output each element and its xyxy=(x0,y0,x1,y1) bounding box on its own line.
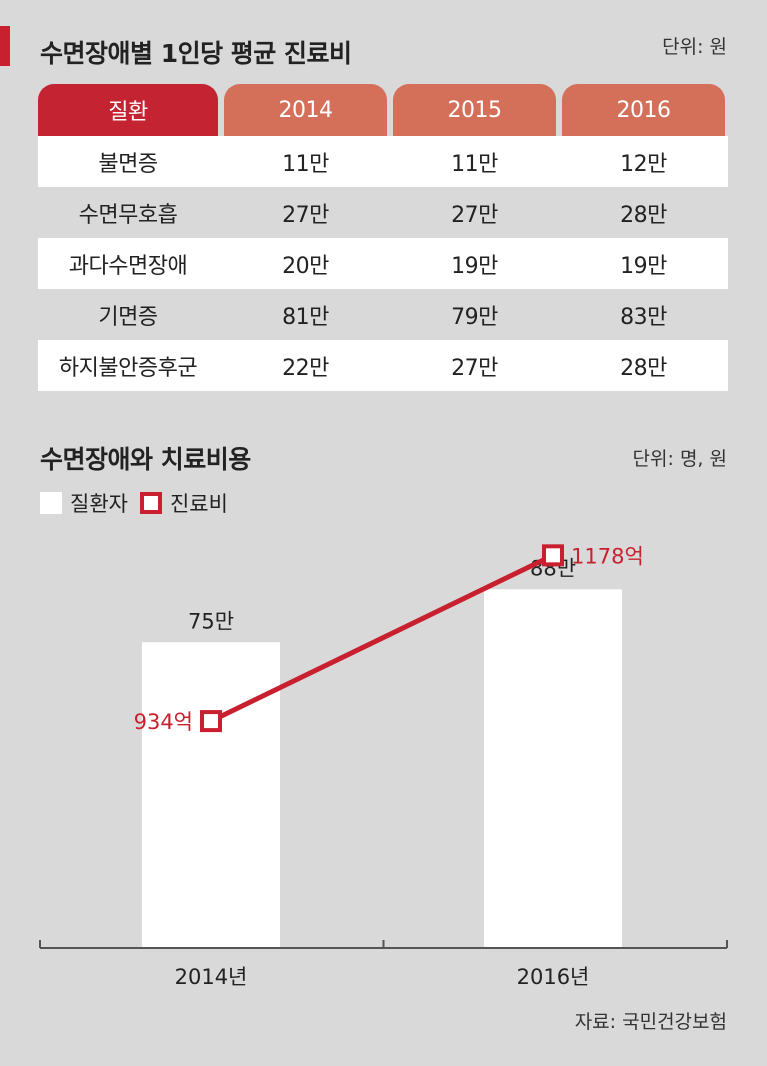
bar-patients-1 xyxy=(484,589,622,948)
row-label: 불면증 xyxy=(98,151,158,177)
table-row: 기면증 81만 79만 83만 xyxy=(38,289,728,340)
table-cell: 28만 xyxy=(620,355,667,381)
row-label: 수면무호흡 xyxy=(78,202,178,228)
bar-label-0: 75만 xyxy=(188,609,234,633)
header-2015: 2015 xyxy=(393,84,556,136)
table-cell: 28만 xyxy=(620,202,667,228)
table-cell: 19만 xyxy=(451,253,498,279)
legend-patients-label: 질환자 xyxy=(70,492,128,516)
header-2016: 2016 xyxy=(562,84,725,136)
cost-table: 질환 2014 2015 2016 불면증 11만 11만 12만 수면무호흡 … xyxy=(38,84,728,391)
cost-marker-1 xyxy=(542,544,564,567)
header-disease: 질환 xyxy=(38,84,218,136)
row-label: 하지불안증후군 xyxy=(58,355,198,381)
row-label: 과다수면장애 xyxy=(68,253,188,279)
table-cell: 81만 xyxy=(282,304,329,330)
table-cell: 11만 xyxy=(451,151,498,177)
table-cell: 83만 xyxy=(620,304,667,330)
legend-cost-swatch xyxy=(139,492,162,514)
table-cell: 27만 xyxy=(451,355,498,381)
table-header: 질환 2014 2015 2016 xyxy=(38,84,728,136)
cost-label-1: 1178억 xyxy=(571,544,644,568)
table-cell: 12만 xyxy=(620,151,667,177)
cost-marker-0 xyxy=(200,710,222,733)
x-tick-label-1: 2016년 xyxy=(517,965,590,989)
table-unit: 단위: 원 xyxy=(662,36,727,58)
x-tick-label-0: 2014년 xyxy=(175,965,248,989)
table-row: 불면증 11만 11만 12만 xyxy=(38,136,728,187)
bar-patients-0 xyxy=(142,642,280,948)
legend-patients-swatch xyxy=(40,492,62,514)
table-cell: 79만 xyxy=(451,304,498,330)
accent-bar xyxy=(0,26,10,66)
row-label: 기면증 xyxy=(98,304,158,330)
cost-label-0: 934억 xyxy=(134,710,193,734)
table-cell: 27만 xyxy=(282,202,329,228)
table-row: 하지불안증후군 22만 27만 28만 xyxy=(38,340,728,391)
table-cell: 22만 xyxy=(282,355,329,381)
chart-legend: 질환자 진료비 xyxy=(40,488,228,518)
table-cell: 20만 xyxy=(282,253,329,279)
chart-title: 수면장애와 치료비용 xyxy=(40,445,251,474)
table-title: 수면장애별 1인당 평균 진료비 xyxy=(40,39,352,68)
legend-cost-label: 진료비 xyxy=(169,492,228,516)
table-row: 과다수면장애 20만 19만 19만 xyxy=(38,238,728,289)
chart-unit: 단위: 명, 원 xyxy=(632,448,727,470)
cost-line xyxy=(209,553,555,724)
table-cell: 27만 xyxy=(451,202,498,228)
table-row: 수면무호흡 27만 27만 28만 xyxy=(38,187,728,238)
source-note: 자료: 국민건강보험 xyxy=(574,1011,727,1033)
table-cell: 19만 xyxy=(620,253,667,279)
header-2014: 2014 xyxy=(224,84,387,136)
table-cell: 11만 xyxy=(282,151,329,177)
